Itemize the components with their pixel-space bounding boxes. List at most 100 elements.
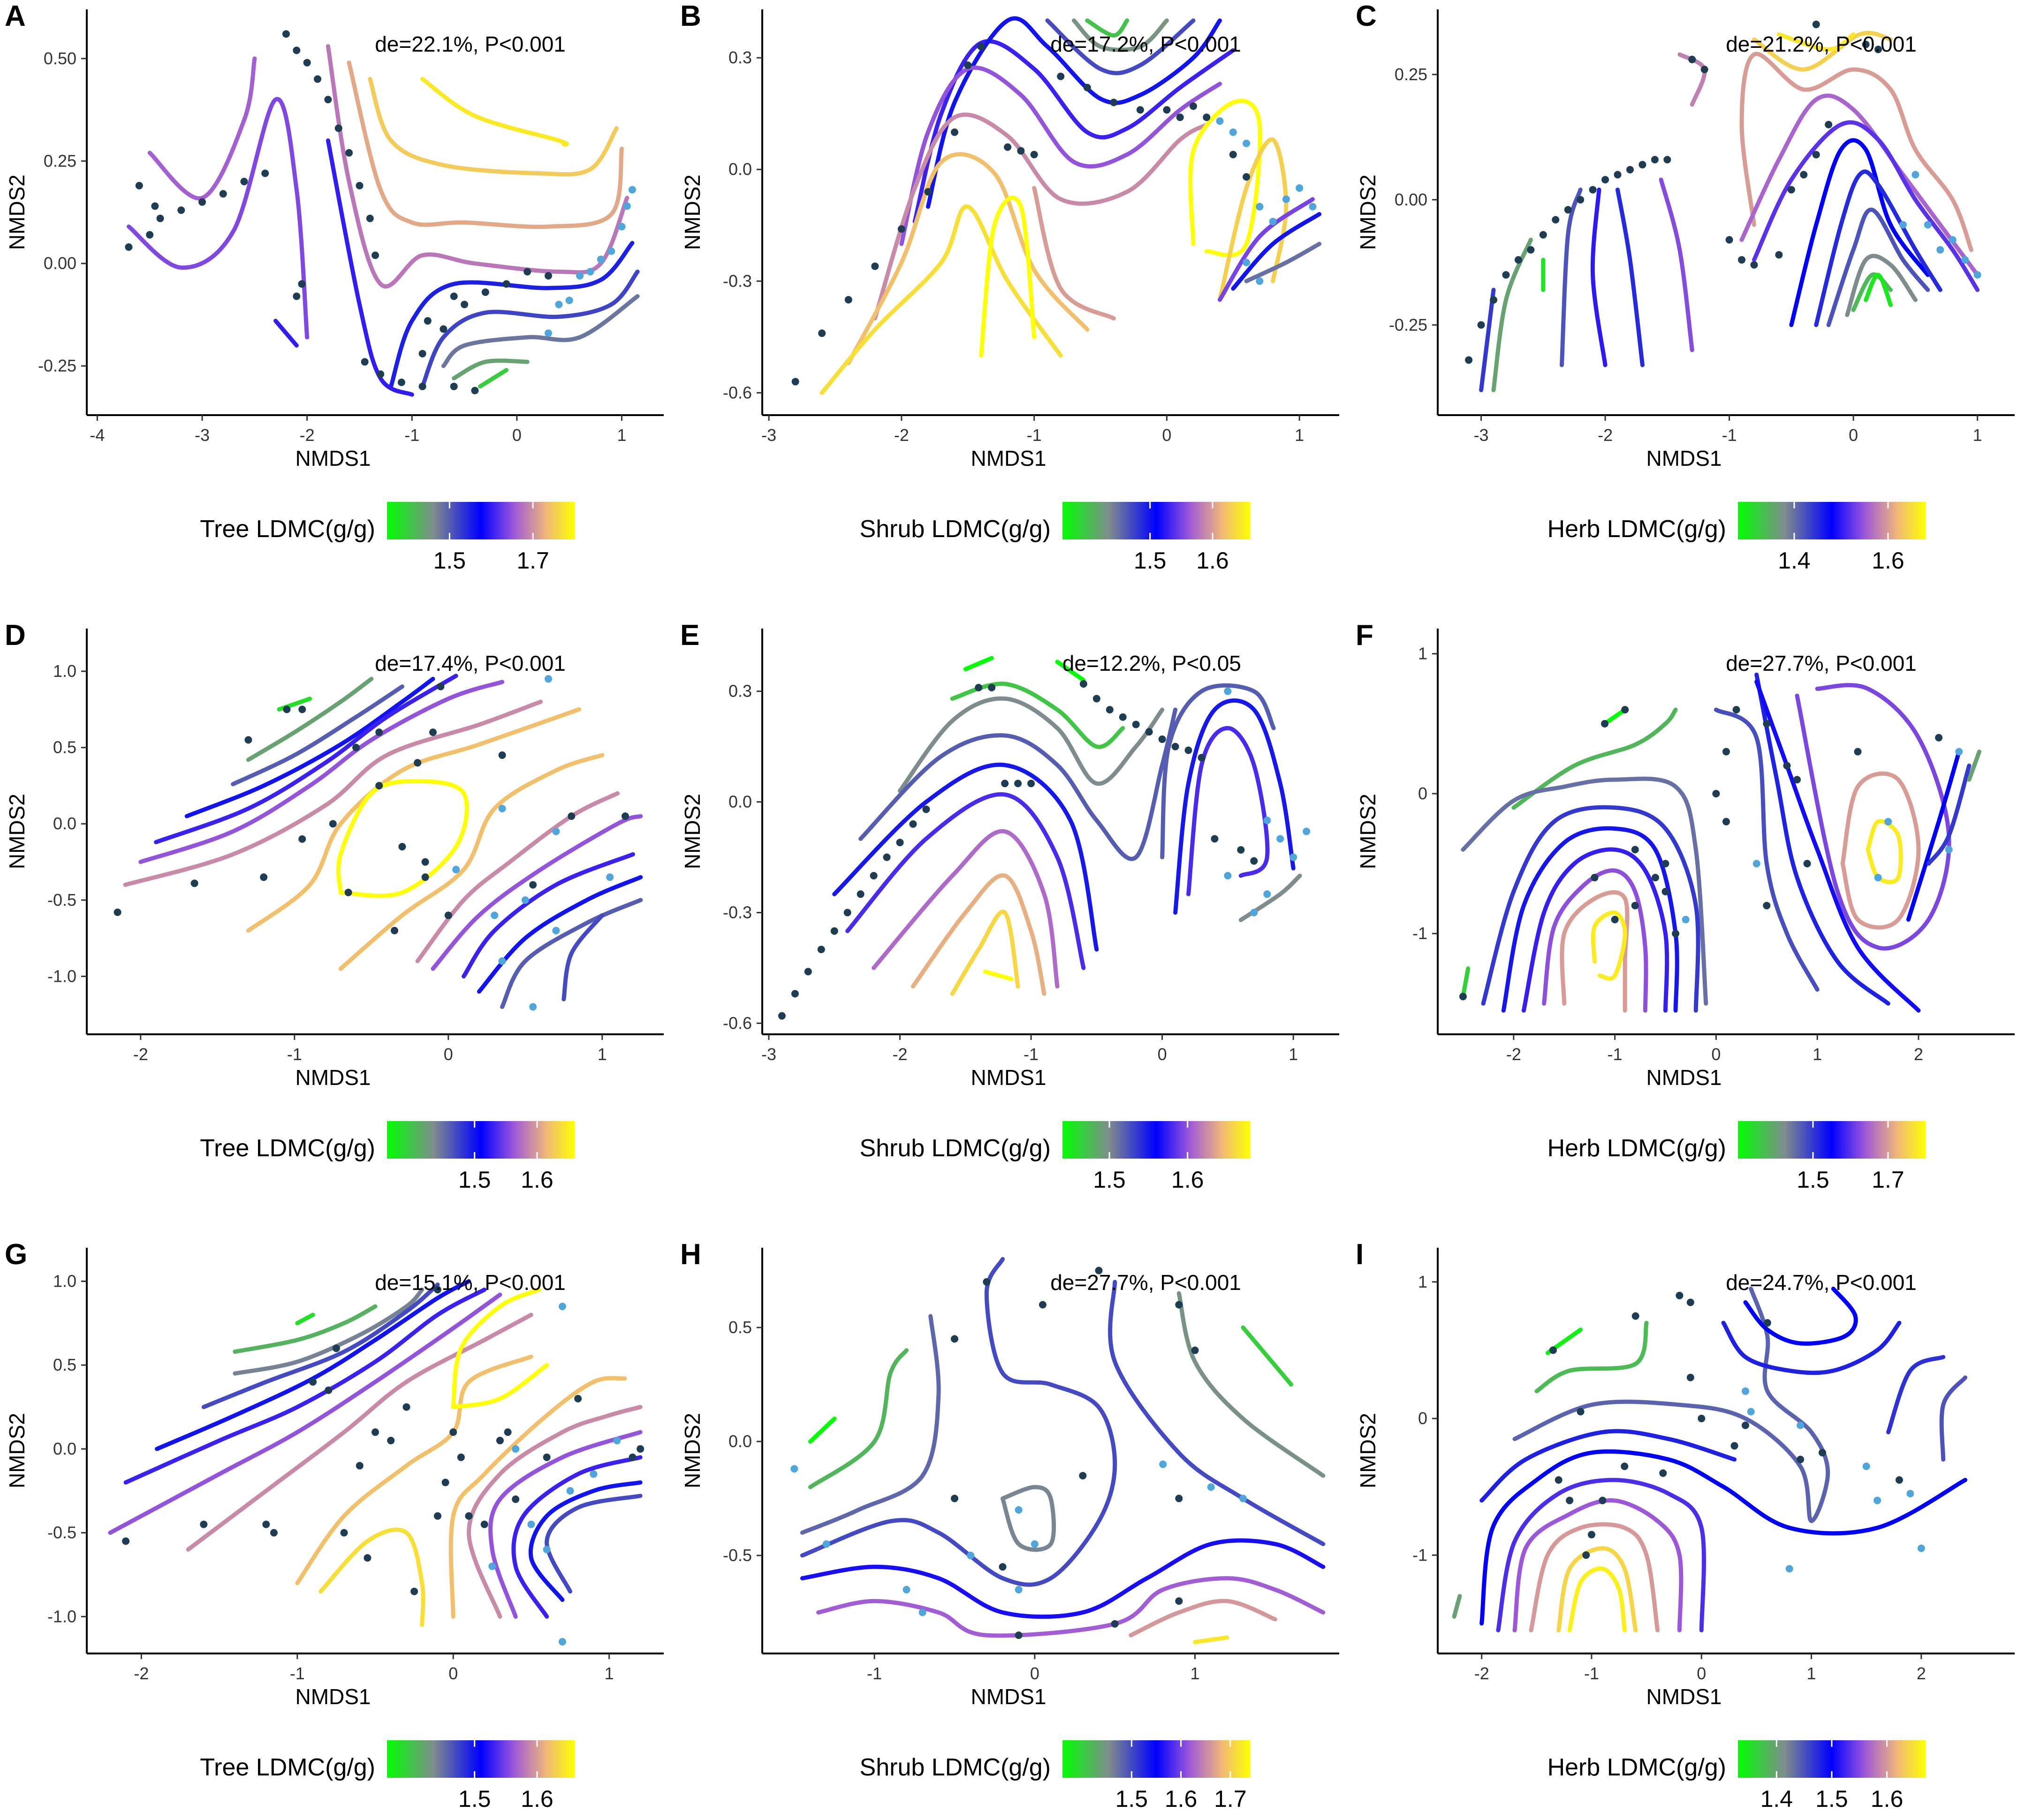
sample-point-2-3	[1949, 236, 1957, 244]
sample-points	[1465, 21, 1981, 364]
contour-line-11	[478, 368, 508, 389]
sample-point-1-9	[1239, 1494, 1247, 1502]
contour-lines	[1452, 1286, 1968, 1632]
sample-point-0-21	[512, 1495, 520, 1503]
contour-line-10	[1743, 1286, 1858, 1346]
sample-point-3-1	[440, 325, 447, 333]
contour-line-9	[1714, 707, 1820, 992]
y-tick-label: 1	[1418, 644, 1427, 663]
sample-point-0-10	[1722, 748, 1730, 756]
sample-point-0-11	[1030, 151, 1038, 159]
x-tick-label: -2	[133, 1045, 148, 1064]
sample-points	[1459, 706, 1963, 1001]
sample-point-0-8	[1564, 206, 1572, 214]
sample-point-4-7	[555, 301, 563, 309]
sample-point-0-16	[1935, 734, 1943, 742]
sample-point-0-5	[843, 909, 851, 917]
contour-line-5	[899, 65, 1222, 246]
sample-point-1-4	[324, 96, 332, 104]
sample-point-0-17	[1793, 776, 1801, 784]
sample-point-2-1	[1263, 816, 1271, 824]
y-tick-label: -0.5	[47, 1523, 76, 1542]
contour-line-10	[1776, 32, 1856, 52]
legend-title: Herb LDMC(g/g)	[1547, 1135, 1726, 1162]
sample-point-1-0	[1079, 680, 1087, 688]
colorbar	[1738, 502, 1926, 539]
sample-point-0-11	[1732, 706, 1740, 713]
sample-point-0-9	[1591, 873, 1599, 881]
sample-point-0-0	[1459, 993, 1467, 1001]
sample-point-1-6	[529, 1003, 537, 1011]
sample-point-2-7	[1309, 203, 1317, 211]
sample-point-0-5	[1527, 246, 1535, 254]
sample-point-0-17	[465, 1512, 473, 1520]
sample-point-0-9	[1577, 196, 1585, 204]
y-tick-label: -0.5	[723, 1546, 752, 1565]
contour-line-4	[154, 674, 458, 844]
contour-line-10	[1754, 672, 1890, 1006]
y-tick-label: 0	[1418, 784, 1427, 803]
sample-point-1-7	[1906, 1490, 1914, 1498]
sample-point-1-2	[1203, 114, 1211, 121]
sample-point-1-6	[1158, 735, 1166, 743]
y-tick-label: -0.3	[723, 271, 752, 290]
sample-points	[791, 43, 1317, 386]
legend-title: Herb LDMC(g/g)	[1547, 1754, 1726, 1781]
contour-line-3	[800, 1257, 1117, 1587]
x-axis-label: NMDS1	[971, 446, 1046, 470]
contour-line-12	[448, 1376, 627, 1619]
contour-line-13	[1160, 683, 1276, 859]
sample-point-1-0	[1688, 55, 1696, 63]
contour-line-0	[808, 1417, 837, 1444]
contour-line-6	[420, 77, 569, 147]
sample-point-1-8	[366, 214, 374, 222]
colorbar	[1062, 502, 1250, 539]
sample-point-0-1	[1039, 1301, 1047, 1309]
panel-f: F -2 -1 0 1 2 -1 0 1 NMDS1 NMDS2 de=27.7%, P<0.001 H…	[1356, 619, 2015, 1193]
y-tick-label: 0.3	[728, 682, 752, 701]
sample-point-0-14	[1803, 860, 1811, 868]
sample-point-0-11	[410, 1587, 418, 1595]
sample-point-2-3	[1256, 203, 1264, 211]
contour-line-9	[338, 753, 605, 971]
sample-point-0-5	[951, 1494, 958, 1502]
contour-line-11	[319, 1527, 425, 1627]
sample-point-1-2	[303, 59, 311, 67]
sample-point-4-1	[586, 268, 594, 276]
sample-point-1-1	[552, 827, 560, 835]
sample-point-0-19	[529, 881, 537, 889]
sample-point-0-7	[414, 759, 422, 767]
sample-point-1-3	[314, 75, 321, 83]
sample-point-0-11	[922, 805, 930, 813]
x-tick-label: 2	[1917, 1664, 1926, 1683]
sample-point-0-1	[818, 329, 826, 337]
sample-point-1-9	[1198, 754, 1206, 762]
y-tick-label: 1	[1418, 1272, 1427, 1291]
sample-point-1-12	[1250, 857, 1258, 865]
contour-line-9	[950, 910, 1020, 996]
sample-point-0-12	[1191, 1346, 1199, 1354]
sample-point-2-0	[1911, 171, 1919, 179]
y-tick-label: 0.0	[53, 1439, 76, 1458]
contour-line-8	[800, 1538, 1326, 1619]
contour-lines	[108, 1279, 643, 1627]
contour-line-1	[1534, 1320, 1649, 1394]
y-tick-label: 0.25	[44, 151, 76, 170]
y-tick-label: 0.0	[728, 1432, 752, 1451]
x-axis-label: NMDS1	[971, 1684, 1046, 1709]
x-tick-label: 0	[1697, 1664, 1706, 1683]
sample-point-1-9	[498, 957, 506, 965]
y-tick-label: -1	[1412, 924, 1427, 943]
sample-point-1-4	[1243, 173, 1251, 181]
colorbar-tick-label: 1.5	[1093, 1167, 1126, 1193]
stat-annotation: de=15.1%, P<0.001	[375, 1270, 566, 1295]
colorbar	[387, 1121, 575, 1159]
contour-line-10	[452, 358, 530, 380]
sample-point-0-0	[778, 1012, 786, 1020]
legend-title: Shrub LDMC(g/g)	[860, 1135, 1051, 1162]
sample-point-0-8	[429, 728, 437, 736]
contour-line-8	[1556, 1546, 1638, 1632]
contour-line-13	[1218, 197, 1315, 302]
contour-line-10	[415, 791, 620, 963]
sample-point-1-2	[1725, 236, 1733, 244]
